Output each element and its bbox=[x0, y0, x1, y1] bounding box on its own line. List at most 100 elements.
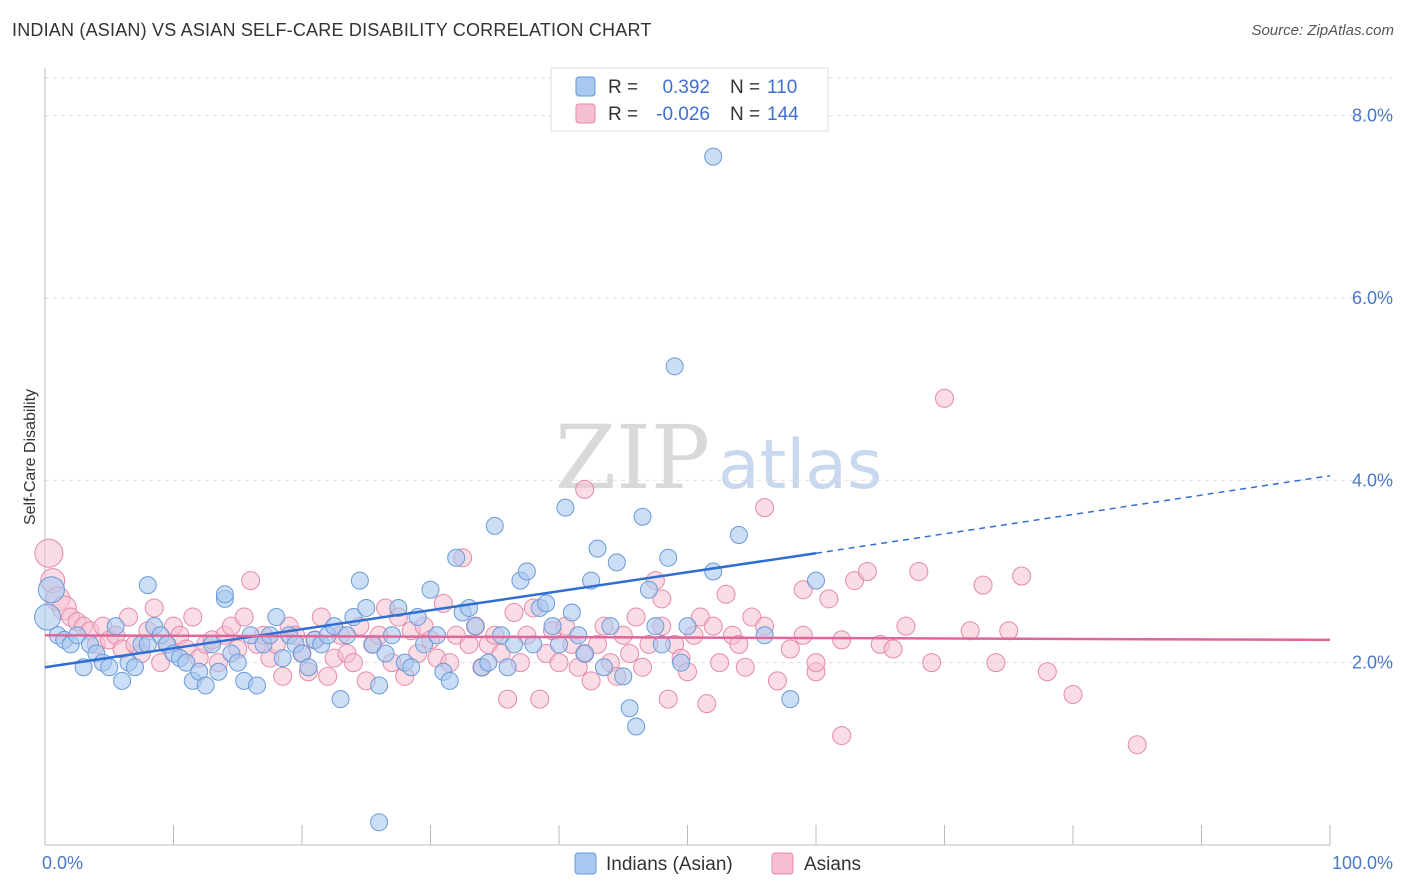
indians-point bbox=[357, 598, 376, 617]
indians-point bbox=[588, 539, 607, 558]
asians-point bbox=[819, 589, 839, 609]
asians-point bbox=[536, 644, 556, 664]
indians-point bbox=[402, 658, 421, 677]
indians-point bbox=[479, 653, 498, 672]
asians-point bbox=[658, 689, 678, 709]
asians-point bbox=[144, 598, 164, 618]
indians-point bbox=[505, 635, 524, 654]
indians-point bbox=[106, 617, 125, 636]
indians-point bbox=[37, 576, 65, 604]
asians-point bbox=[793, 625, 813, 645]
asians-point bbox=[922, 653, 942, 673]
indians-point bbox=[299, 658, 318, 677]
indians-point bbox=[524, 635, 543, 654]
indians-point bbox=[370, 813, 389, 832]
indians-point bbox=[376, 644, 395, 663]
indians-point bbox=[639, 580, 658, 599]
legend-r-value-2: -0.026 bbox=[656, 104, 710, 125]
asians-point bbox=[504, 603, 524, 622]
legend-n-value-2: 144 bbox=[767, 104, 799, 125]
indians-point bbox=[498, 658, 517, 677]
asians-point bbox=[581, 671, 601, 691]
indians-point bbox=[594, 658, 613, 677]
asians-point bbox=[498, 689, 518, 709]
indians-point bbox=[209, 662, 228, 681]
indians-point bbox=[248, 676, 267, 695]
indians-point bbox=[704, 562, 723, 581]
indians-point bbox=[492, 626, 511, 645]
asians-point bbox=[935, 388, 954, 408]
indians-point bbox=[421, 580, 440, 599]
asians-point bbox=[793, 580, 813, 600]
asians-point bbox=[549, 653, 569, 673]
indians-point bbox=[633, 507, 652, 526]
indians-point bbox=[267, 608, 286, 627]
asians-point bbox=[999, 621, 1019, 641]
indians-point bbox=[729, 526, 748, 544]
asians-point bbox=[1127, 735, 1147, 755]
asians-point bbox=[459, 634, 479, 654]
indians-point bbox=[460, 598, 479, 617]
asians-point bbox=[183, 607, 203, 627]
indians-point bbox=[350, 571, 369, 590]
indians-point bbox=[601, 617, 620, 636]
asians-point bbox=[151, 653, 171, 673]
indians-point bbox=[196, 676, 215, 695]
asians-trend-line bbox=[44, 634, 1331, 642]
y-axis-title: Self-Care Disability bbox=[22, 389, 39, 525]
asians-point bbox=[710, 653, 730, 673]
asians-point bbox=[896, 616, 916, 636]
indians-point bbox=[389, 598, 408, 617]
legend-bottom-swatch-blue bbox=[574, 852, 597, 875]
indians-point bbox=[614, 667, 633, 686]
indians-point bbox=[665, 357, 684, 376]
y-tick-label: 4.0% bbox=[1352, 470, 1393, 490]
asians-point bbox=[780, 639, 800, 659]
y-tick-label: 2.0% bbox=[1352, 653, 1393, 673]
indians-point bbox=[215, 585, 234, 604]
asians-point bbox=[575, 479, 595, 499]
indians-point bbox=[427, 626, 446, 645]
indians-point bbox=[228, 653, 247, 672]
indians-point bbox=[100, 658, 119, 677]
indians-point bbox=[607, 553, 626, 572]
asians-point bbox=[241, 571, 261, 591]
legend-box bbox=[550, 67, 829, 132]
asians-point bbox=[697, 694, 717, 714]
asians-point bbox=[986, 653, 1006, 673]
indians-point bbox=[755, 626, 774, 645]
indians-point bbox=[517, 562, 536, 581]
watermark-atlas: atlas bbox=[718, 426, 882, 505]
indians-trend-extension bbox=[815, 474, 1331, 554]
indians-point bbox=[556, 498, 575, 517]
indians-point bbox=[646, 617, 665, 636]
axes bbox=[44, 68, 1331, 846]
asians-point bbox=[446, 625, 466, 645]
indians-point bbox=[569, 626, 588, 645]
asians-point bbox=[832, 726, 852, 746]
asians-point bbox=[343, 653, 363, 673]
legend-r-label-2: R = bbox=[608, 104, 638, 125]
legend-r-value-1: 0.392 bbox=[662, 77, 710, 98]
indians-point bbox=[704, 147, 723, 166]
legend-swatch-pink bbox=[575, 103, 596, 124]
asians-point bbox=[857, 561, 877, 581]
asians-point bbox=[767, 671, 787, 691]
asians-point bbox=[806, 653, 826, 673]
asians-point bbox=[703, 616, 723, 636]
asians-point bbox=[883, 639, 903, 659]
asians-point bbox=[1063, 685, 1083, 705]
asians-point bbox=[652, 589, 672, 609]
asians-point bbox=[633, 657, 653, 677]
chart-title: INDIAN (ASIAN) VS ASIAN SELF-CARE DISABI… bbox=[12, 20, 652, 40]
asians-point bbox=[318, 666, 338, 686]
indians-trend-line bbox=[44, 551, 817, 669]
trend-lines bbox=[44, 474, 1331, 669]
legend-n-label-1: N = bbox=[730, 77, 760, 98]
source-label: Source: ZipAtlas.com bbox=[1251, 22, 1394, 39]
legend-bottom-label-asians: Asians bbox=[804, 854, 861, 875]
asians-point bbox=[716, 584, 736, 604]
legend-bottom-label-indians: Indians (Asian) bbox=[606, 854, 733, 875]
indians-point bbox=[138, 576, 157, 595]
asians-point bbox=[119, 607, 139, 627]
